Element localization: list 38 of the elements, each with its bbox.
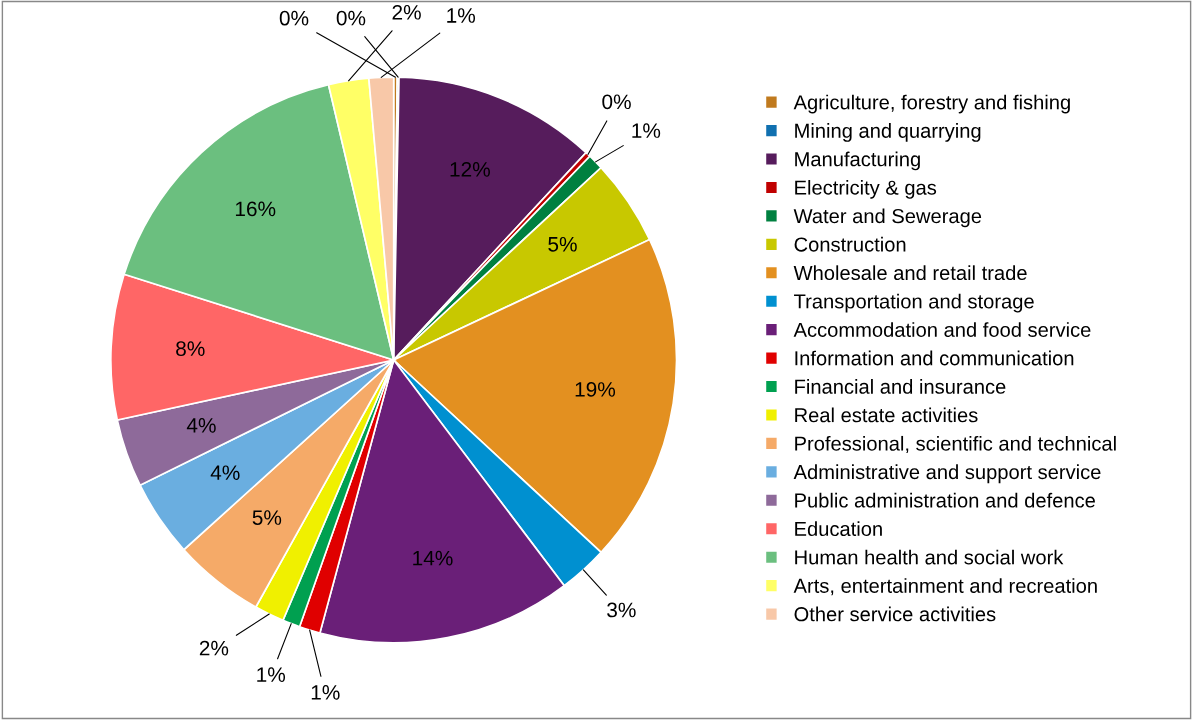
legend-label: Electricity & gas	[795, 179, 937, 199]
legend-label: Arts, entertainment and recreation	[793, 578, 1097, 596]
legend-label: Financial and insurance	[795, 379, 1006, 394]
legend-label: Transportation and storage	[794, 293, 1034, 313]
legend-label: Water and Sewerage	[793, 208, 982, 228]
legend-label: Wholesale and retail trade	[793, 265, 1027, 281]
legend-label: Mining and quarrying	[795, 123, 981, 142]
legend-label: Information and communication	[795, 350, 1074, 366]
legend-label: Other service activities	[794, 606, 996, 622]
legend-label: Administrative and support service	[793, 464, 1101, 484]
data-label: 1%	[311, 685, 340, 700]
legend-label: Construction	[794, 236, 906, 252]
legend-label: Accommodation and food service	[793, 322, 1091, 337]
data-label: 0%	[336, 10, 366, 26]
data-label: 16%	[235, 201, 276, 217]
legend-label: Human health and social work	[795, 549, 1064, 565]
data-label: 14%	[413, 550, 453, 566]
data-label: 0%	[279, 10, 309, 26]
data-label: 3%	[607, 602, 636, 618]
data-label: 1%	[632, 123, 661, 138]
data-label: 19%	[575, 382, 616, 397]
data-label: 8%	[176, 341, 205, 356]
legend-label: Agriculture, forestry and fishing	[793, 94, 1070, 114]
legend-label: Public administration and defence	[795, 492, 1095, 508]
data-label: 2%	[392, 4, 421, 20]
legend-label: Manufacturing	[795, 151, 920, 171]
data-label: 4%	[186, 418, 216, 433]
data-label: 12%	[450, 161, 490, 177]
data-label: 5%	[252, 510, 282, 525]
data-label: 1%	[447, 8, 476, 23]
data-label: 1%	[257, 667, 286, 682]
data-label: 4%	[210, 465, 240, 480]
legend-label: Education	[795, 521, 882, 537]
data-label: 5%	[548, 236, 577, 252]
legend-label: Real estate activities	[795, 407, 978, 423]
legend-label: Professional, scientific and technical	[795, 435, 1116, 454]
data-label: 0%	[602, 94, 631, 110]
data-label: 2%	[199, 640, 229, 656]
